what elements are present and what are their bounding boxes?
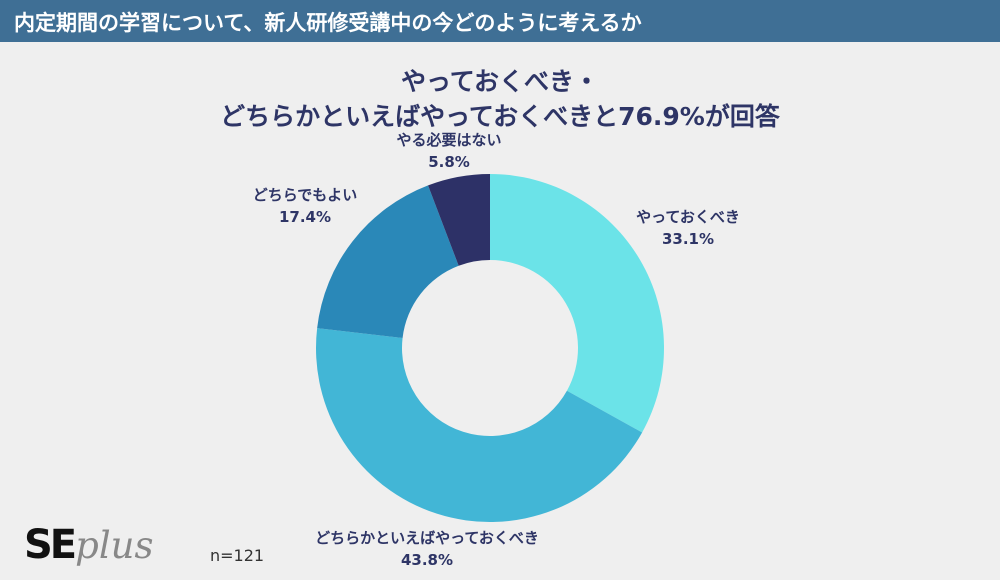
headline-line-1: やっておくべき・ [400, 67, 599, 96]
header-bar: 内定期間の学習について、新人研修受講中の今どのように考えるか [0, 0, 1000, 42]
slices-layer [316, 174, 664, 522]
slice-value-3: 17.4% [279, 208, 331, 226]
donut-slice-2 [316, 328, 643, 522]
slice-value-2: 43.8% [401, 551, 453, 569]
slice-label-1: やっておくべき [636, 208, 740, 226]
sample-size: n=121 [210, 546, 265, 565]
slice-value-1: 33.1% [662, 230, 714, 248]
donut-slice-1 [490, 174, 664, 433]
slice-label-4: やる必要はない [396, 131, 501, 149]
header-title: 内定期間の学習について、新人研修受講中の今どのように考えるか [14, 11, 642, 35]
labels-layer: やっておくべき 33.1% どちらかといえばやっておくべき 43.8% どちらでもよい 1… [253, 131, 740, 569]
donut-slice-4 [428, 174, 490, 266]
donut-slice-3 [317, 185, 459, 338]
slice-value-4: 5.8% [428, 153, 470, 171]
seplus-logo: SEplus [24, 522, 153, 570]
slice-label-3: どちらでもよい [253, 186, 358, 204]
logo-se-text: SE [24, 522, 77, 568]
slice-label-2: どちらかといえばやっておくべき [315, 529, 539, 547]
headline-line-2: どちらかといえばやっておくべきと76.9%が回答 [220, 102, 780, 131]
logo-plus-text: plus [75, 524, 154, 567]
